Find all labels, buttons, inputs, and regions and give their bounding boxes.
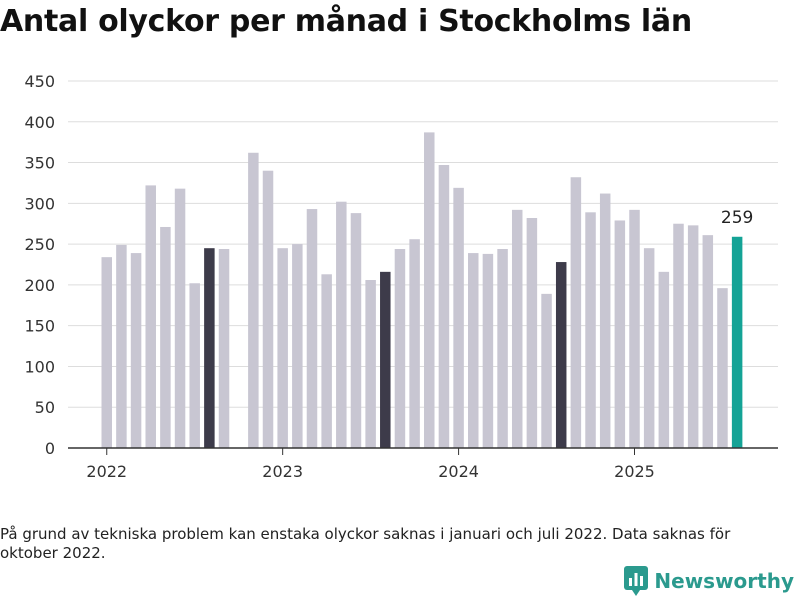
bar-august <box>555 262 567 448</box>
x-tick-label: 2025 <box>614 462 655 481</box>
bar <box>350 213 362 448</box>
bars <box>101 132 743 449</box>
bar-august <box>380 271 391 448</box>
bar <box>189 283 200 448</box>
newsworthy-logo-icon <box>624 566 649 596</box>
footnote: På grund av tekniska problem kan enstaka… <box>0 525 731 562</box>
bar <box>629 209 640 448</box>
bar <box>702 235 714 448</box>
bar <box>511 209 523 448</box>
bar <box>673 223 684 448</box>
x-tick-label: 2024 <box>438 462 479 481</box>
x-tick-label: 2022 <box>86 462 127 481</box>
bar <box>687 225 699 448</box>
bar <box>321 274 332 448</box>
bar <box>570 177 582 449</box>
bar <box>717 288 728 448</box>
bar <box>277 248 288 448</box>
data-label: 259 <box>721 208 753 228</box>
bar <box>497 249 508 448</box>
bar-latest <box>731 236 743 448</box>
bar <box>541 293 552 448</box>
bar <box>468 253 479 448</box>
data-labels: 259 <box>721 208 753 228</box>
y-tick-label: 300 <box>24 194 55 213</box>
brand[interactable]: Newsworthy <box>624 566 794 596</box>
bar <box>482 253 494 448</box>
y-tick-label: 450 <box>24 72 55 91</box>
bar <box>394 249 406 448</box>
bar-august <box>204 248 215 448</box>
y-tick-label: 400 <box>24 113 55 132</box>
bar <box>145 185 156 448</box>
bar <box>306 209 318 448</box>
bar <box>130 253 142 448</box>
chart-title: Antal olyckor per månad i Stockholms län <box>0 4 692 39</box>
bar <box>658 271 670 448</box>
bar <box>116 244 127 448</box>
y-axis-ticks: 0 50 100 150 200 250 300 350 400 450 <box>24 72 55 458</box>
bar <box>174 188 186 449</box>
x-tick-label: 2023 <box>262 462 303 481</box>
bar <box>453 187 464 449</box>
bar <box>248 152 259 448</box>
bar <box>526 218 538 448</box>
brand-name: Newsworthy <box>654 569 794 593</box>
bar <box>643 248 655 448</box>
bar <box>585 212 596 448</box>
y-tick-label: 200 <box>24 276 55 295</box>
bar-chart: 0 50 100 150 200 250 300 350 400 450 2022 2023 2024… <box>24 72 778 481</box>
y-tick-label: 250 <box>24 235 55 254</box>
bar <box>218 249 230 448</box>
bar <box>438 165 450 448</box>
bar <box>160 226 171 448</box>
bar <box>101 257 112 448</box>
y-tick-label: 0 <box>45 439 55 458</box>
bar <box>262 170 274 448</box>
bar <box>599 193 611 448</box>
bar <box>409 239 420 448</box>
y-tick-label: 350 <box>24 154 55 173</box>
bar <box>614 220 626 448</box>
bar <box>365 279 376 448</box>
bar <box>292 244 303 448</box>
y-tick-label: 100 <box>24 357 55 376</box>
y-tick-label: 50 <box>35 398 55 417</box>
x-axis-ticks: 2022 2023 2024 2025 <box>86 448 655 481</box>
bar <box>424 132 435 448</box>
gridlines <box>68 80 778 408</box>
bar <box>336 201 347 448</box>
y-tick-label: 150 <box>24 317 55 336</box>
